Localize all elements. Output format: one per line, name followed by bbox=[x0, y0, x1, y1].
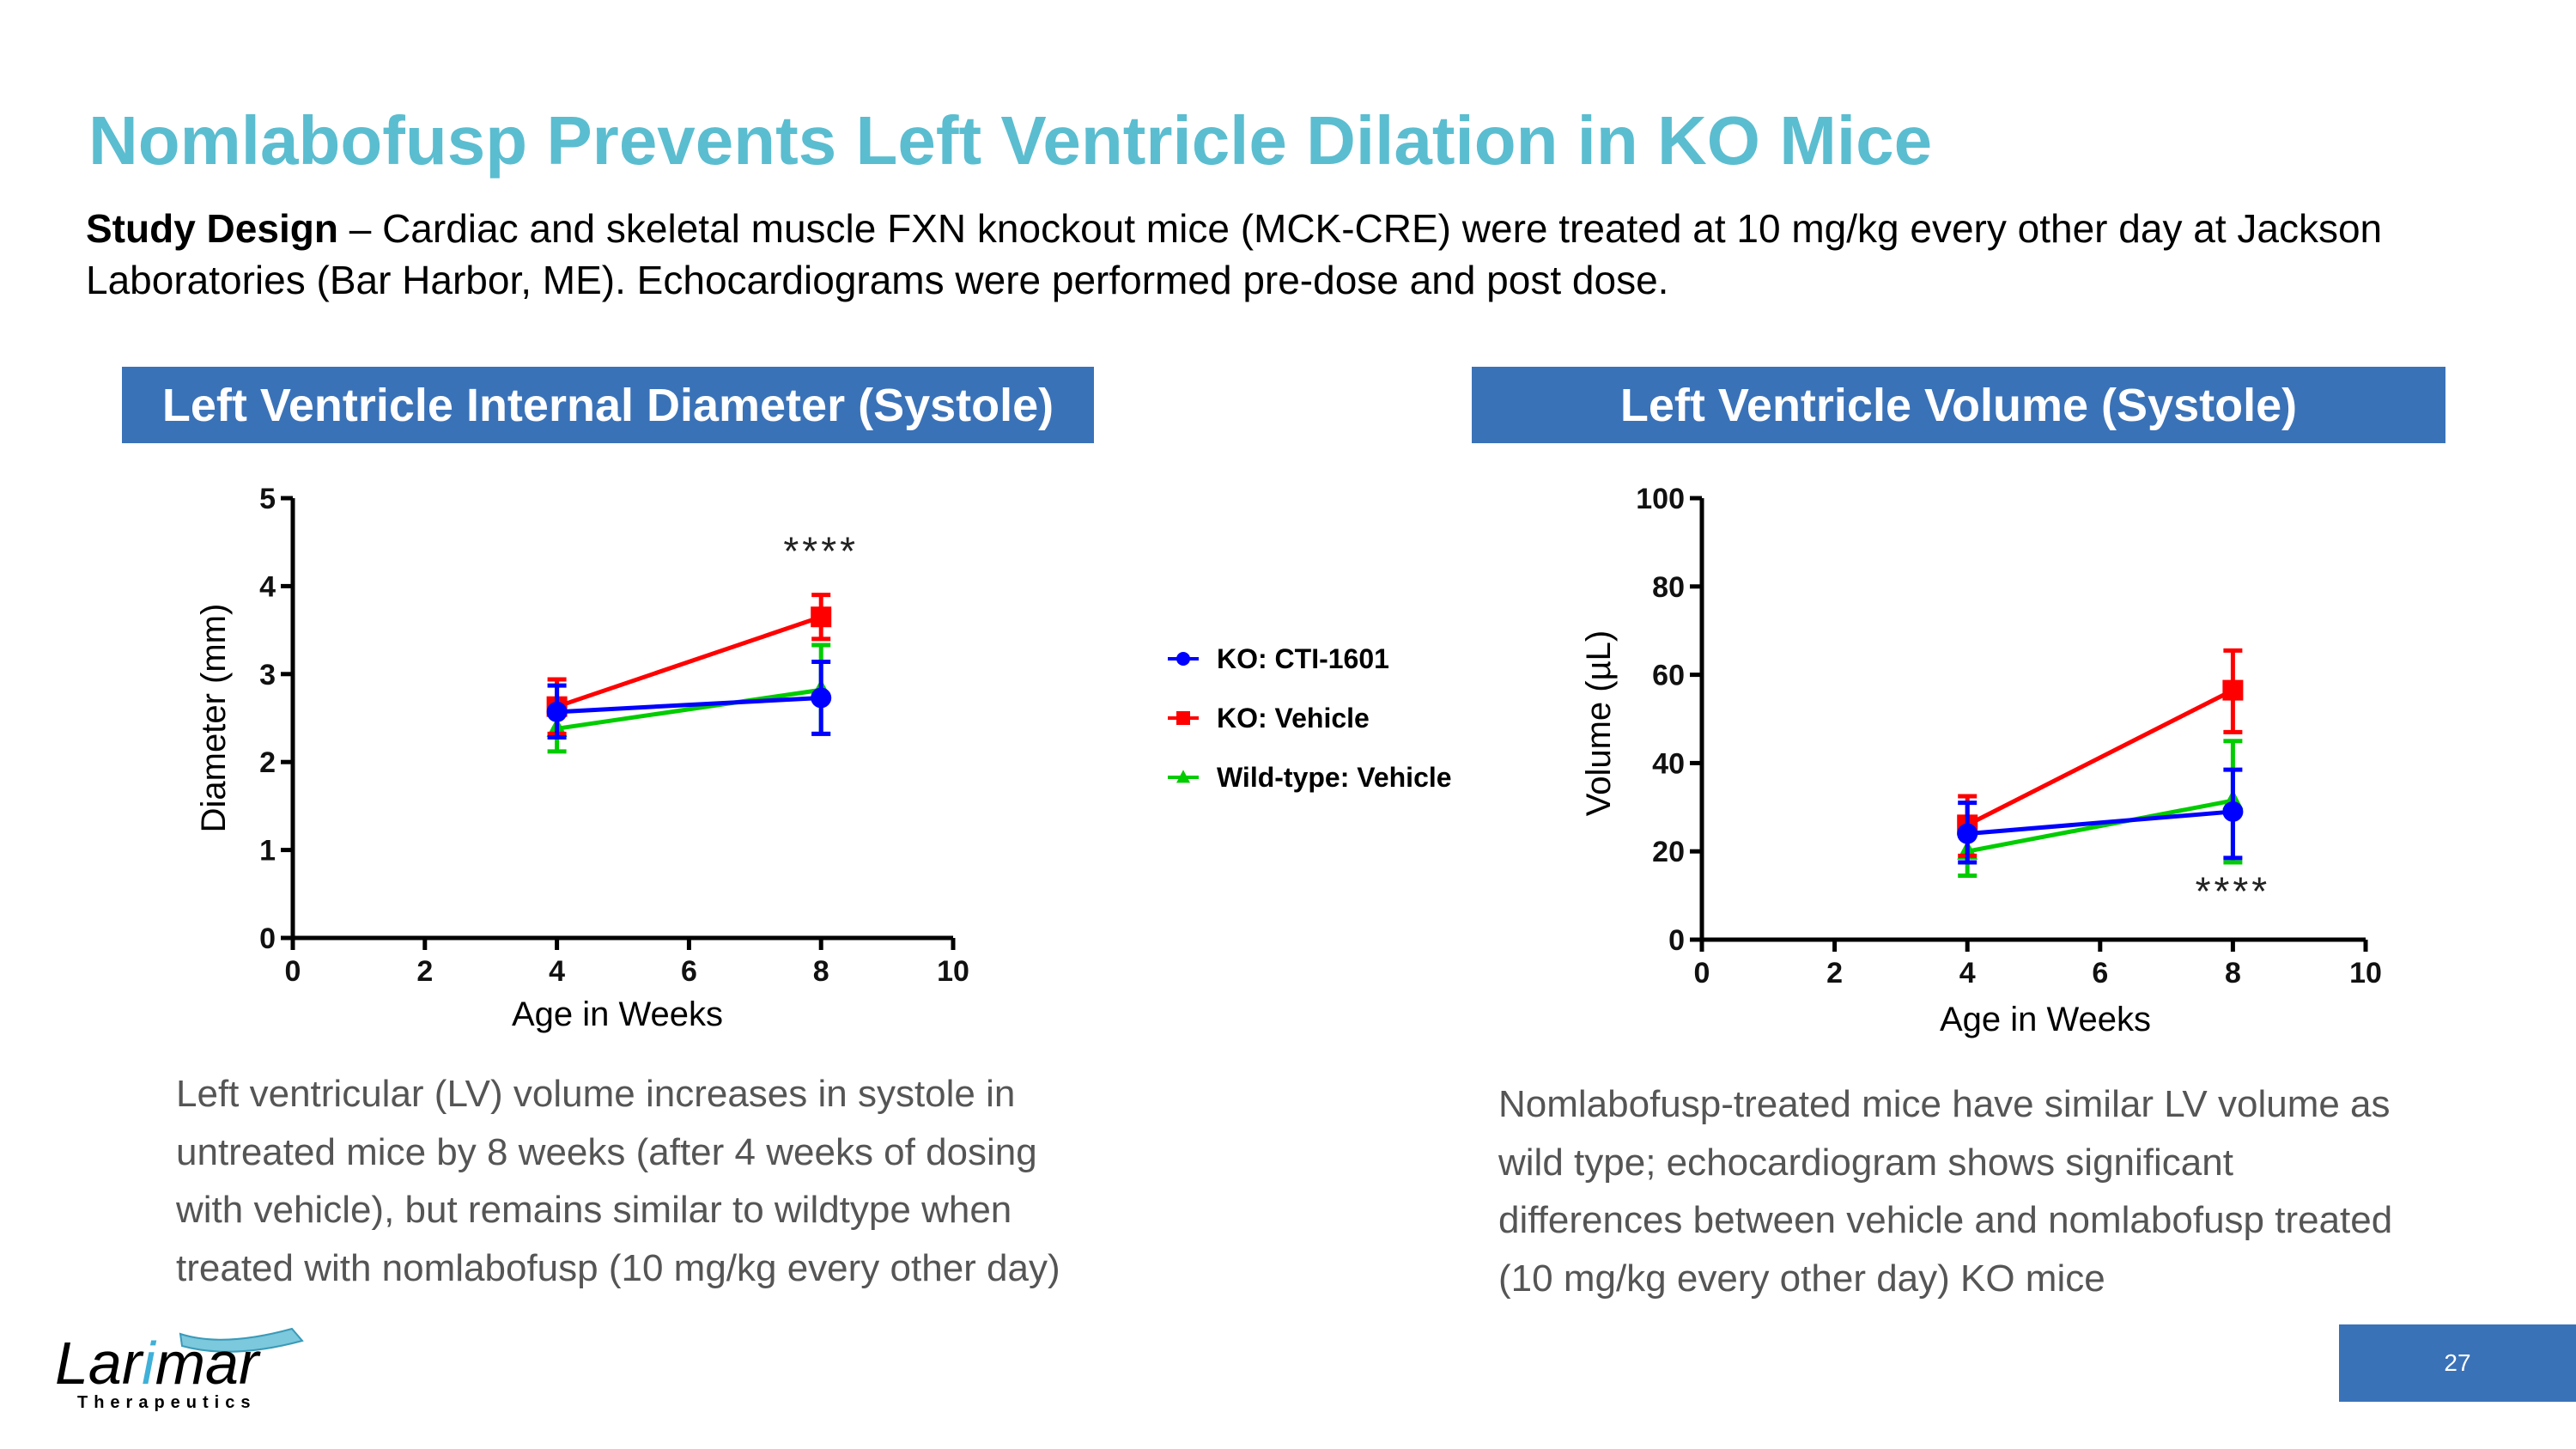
data-point bbox=[2222, 679, 2244, 701]
y-tick-label: 80 bbox=[1652, 571, 1685, 604]
chart-diameter: 0 1 2 3 4 5 0 2 4 6 8 10 Diameter (mm) Age in Weeks **… bbox=[195, 483, 969, 1033]
series-ko-cti-1601 bbox=[1957, 767, 2244, 865]
x-axis-label: Age in Weeks bbox=[1940, 1001, 2151, 1038]
legend-label: KO: CTI-1601 bbox=[1217, 643, 1389, 674]
x-tick-label: 0 bbox=[1694, 957, 1710, 989]
svg-text:Therapeutics: Therapeutics bbox=[77, 1393, 256, 1412]
series-line bbox=[556, 614, 823, 709]
note-line: Nomlabofusp-treated mice have similar LV… bbox=[1498, 1083, 2391, 1125]
slide-title: Nomlabofusp Prevents Left Ventricle Dila… bbox=[88, 102, 1933, 179]
y-axis-label: Diameter (mm) bbox=[195, 604, 233, 833]
x-tick-label: 10 bbox=[2349, 957, 2382, 989]
y-tick-label: 60 bbox=[1652, 660, 1685, 692]
x-tick-label: 6 bbox=[681, 955, 697, 988]
y-tick-label: 1 bbox=[259, 835, 276, 868]
legend-item: KO: CTI-1601 bbox=[1168, 643, 1389, 674]
note-left: Left ventricular (LV) volume increases i… bbox=[176, 1065, 1060, 1297]
page-number: 27 bbox=[2339, 1324, 2576, 1402]
note-line: wild type; echocardiogram shows signific… bbox=[1498, 1141, 2233, 1184]
legend-marker-circle-icon bbox=[1176, 652, 1190, 666]
x-tick-label: 0 bbox=[285, 955, 301, 988]
x-tick-label: 8 bbox=[813, 955, 829, 988]
study-design: Study Design – Cardiac and skeletal musc… bbox=[86, 203, 2507, 306]
study-design-label: Study Design bbox=[86, 206, 338, 251]
x-tick-label: 8 bbox=[2225, 957, 2241, 989]
x-tick-label: 10 bbox=[937, 955, 969, 988]
series-ko-vehicle bbox=[546, 593, 832, 736]
x-tick-label: 6 bbox=[2092, 957, 2108, 989]
y-tick-label: 4 bbox=[259, 570, 276, 603]
legend-item: KO: Vehicle bbox=[1168, 703, 1370, 734]
y-tick-label: 5 bbox=[259, 483, 276, 515]
note-line: Left ventricular (LV) volume increases i… bbox=[176, 1073, 1016, 1115]
series-line bbox=[1966, 688, 2234, 827]
data-point bbox=[1957, 823, 1978, 844]
note-line: untreated mice by 8 weeks (after 4 weeks… bbox=[176, 1130, 1037, 1173]
y-tick-label: 0 bbox=[1668, 924, 1685, 957]
legend-label: KO: Vehicle bbox=[1217, 703, 1370, 734]
y-tick-label: 40 bbox=[1652, 747, 1685, 780]
legend-item: Wild-type: Vehicle bbox=[1168, 762, 1452, 793]
svg-text:Larimar: Larimar bbox=[55, 1330, 261, 1397]
chart-header-volume: Left Ventricle Volume (Systole) bbox=[1472, 367, 2445, 443]
y-tick-label: 100 bbox=[1636, 483, 1685, 515]
legend-marker-square-icon bbox=[1176, 711, 1190, 725]
legend: KO: CTI-1601 KO: Vehicle Wild-type: Vehicl… bbox=[1168, 643, 1452, 793]
data-point bbox=[811, 606, 832, 628]
x-tick-label: 4 bbox=[1959, 957, 1976, 989]
x-tick-label: 2 bbox=[1826, 957, 1843, 989]
chart-volume: 0 20 40 60 80 100 0 2 4 6 8 10 Volume (µL) Age in Wee… bbox=[1580, 483, 2382, 1038]
significance-annotation: **** bbox=[2196, 868, 2271, 913]
note-line: differences between vehicle and nomlabof… bbox=[1498, 1199, 2393, 1241]
data-point bbox=[546, 701, 568, 722]
y-tick-label: 2 bbox=[259, 746, 276, 779]
legend-label: Wild-type: Vehicle bbox=[1217, 762, 1452, 793]
study-design-text: – Cardiac and skeletal muscle FXN knocko… bbox=[86, 206, 2383, 302]
y-tick-label: 3 bbox=[259, 659, 276, 691]
larimar-logo: Larimar Therapeutics bbox=[52, 1318, 309, 1413]
note-right: Nomlabofusp-treated mice have similar LV… bbox=[1498, 1075, 2392, 1307]
note-line: treated with nomlabofusp (10 mg/kg every… bbox=[176, 1246, 1060, 1289]
y-tick-label: 20 bbox=[1652, 836, 1685, 868]
x-tick-label: 4 bbox=[549, 955, 565, 988]
y-axis-label: Volume (µL) bbox=[1580, 630, 1618, 816]
x-axis-label: Age in Weeks bbox=[512, 995, 723, 1033]
series-line bbox=[1966, 798, 2233, 854]
series-line bbox=[1966, 809, 2233, 837]
legend-marker-triangle-icon bbox=[1176, 770, 1190, 783]
x-tick-label: 2 bbox=[416, 955, 433, 988]
series-line bbox=[556, 695, 822, 715]
series-line bbox=[556, 687, 822, 731]
data-point bbox=[811, 687, 832, 709]
data-point bbox=[2222, 801, 2244, 822]
y-tick-label: 0 bbox=[259, 922, 276, 955]
chart-header-diameter: Left Ventricle Internal Diameter (Systol… bbox=[122, 367, 1094, 443]
note-line: (10 mg/kg every other day) KO mice bbox=[1498, 1257, 2105, 1300]
note-line: with vehicle), but remains similar to wi… bbox=[176, 1189, 1012, 1231]
larimar-logo-graphic: Larimar Therapeutics bbox=[55, 1327, 304, 1412]
series-ko-cti-1601 bbox=[546, 659, 832, 740]
significance-annotation: **** bbox=[783, 528, 859, 573]
